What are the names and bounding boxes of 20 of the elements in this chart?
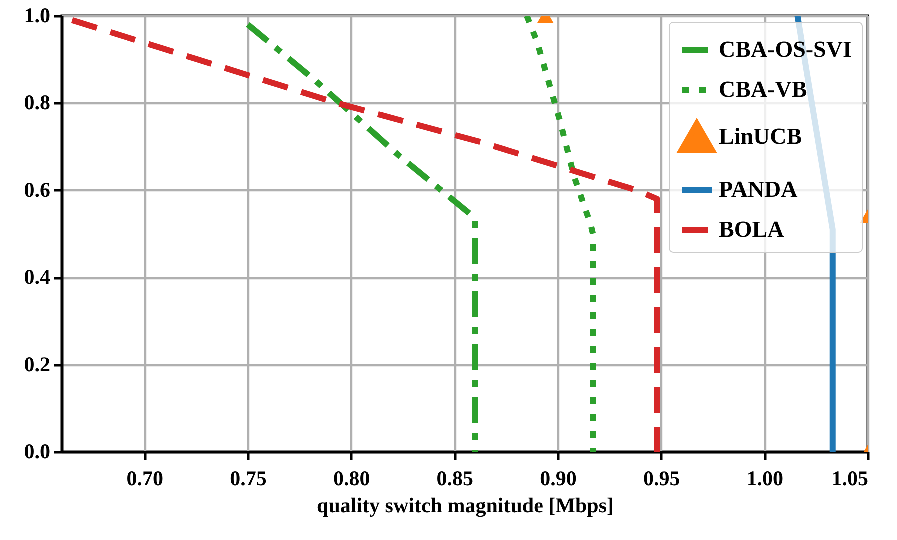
x-tick-label: 0.90 [540, 466, 577, 490]
y-tick-label: 0.6 [24, 178, 50, 202]
y-tick-label: 0.4 [24, 265, 51, 290]
legend-label: LinUCB [719, 124, 802, 149]
legend-label: CBA-VB [719, 77, 808, 102]
legend-label: PANDA [719, 177, 798, 202]
x-tick-label: 0.75 [230, 466, 267, 490]
x-tick-label: 0.70 [126, 466, 164, 490]
y-tick-label: 0.8 [24, 90, 50, 115]
legend-label: BOLA [719, 217, 785, 242]
x-tick-label: 1.00 [746, 466, 784, 490]
x-tick-label: 0.85 [436, 466, 474, 490]
y-tick-label: 1.0 [24, 4, 50, 28]
x-tick-label: 0.95 [643, 466, 680, 490]
y-tick-label: 0.0 [24, 440, 50, 464]
x-tick-label: 0.80 [333, 466, 370, 490]
y-tick-label: 0.2 [24, 352, 50, 376]
legend-label: CBA-OS-SVI [719, 37, 852, 62]
x-axis-title: quality switch magnitude [Mbps] [317, 494, 614, 518]
x-tick-label: 1.05 [832, 466, 868, 490]
